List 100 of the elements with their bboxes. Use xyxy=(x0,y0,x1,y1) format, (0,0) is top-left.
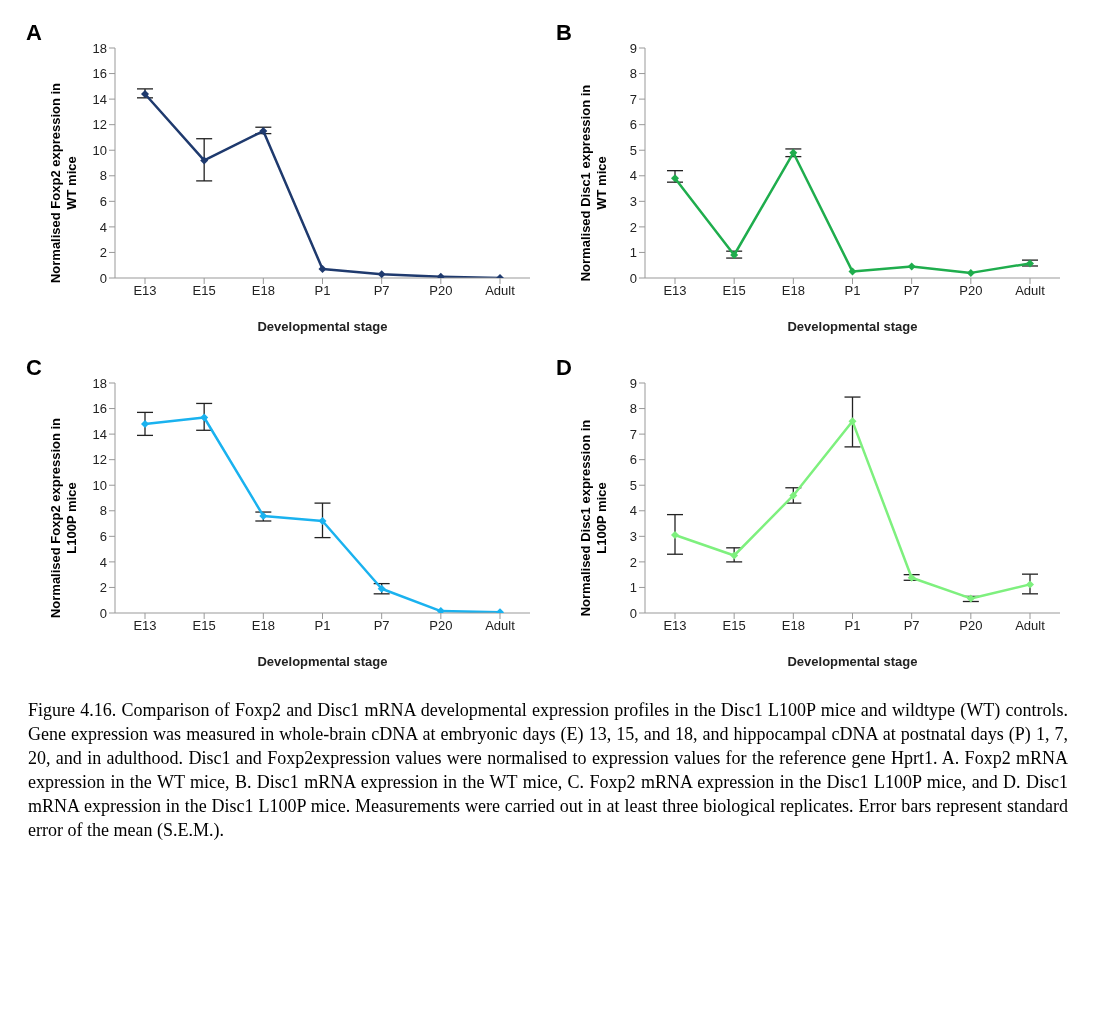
point xyxy=(259,511,268,520)
y-tick-label: 7 xyxy=(629,91,637,107)
x-tick-label: P20 xyxy=(429,283,453,299)
y-tick-label: 10 xyxy=(92,477,107,493)
y-tick-label: 3 xyxy=(629,193,637,209)
y-tick-label: 16 xyxy=(92,66,107,82)
point xyxy=(907,573,916,582)
y-tick-label: 0 xyxy=(629,605,637,621)
y-tick-label: 14 xyxy=(92,426,107,442)
point xyxy=(789,491,798,500)
y-axis-title: Normalised Foxp2 expression in WT mice xyxy=(48,81,80,286)
x-tick-label: E13 xyxy=(663,283,687,299)
y-tick-label: 8 xyxy=(629,401,637,417)
y-tick-label: 7 xyxy=(629,426,637,442)
y-tick-label: 18 xyxy=(92,375,107,391)
y-axis-title: Normalised Disc1 expression in WT mice xyxy=(578,83,610,284)
x-tick-label: P1 xyxy=(844,618,861,634)
y-tick-label: 18 xyxy=(92,40,107,56)
point xyxy=(730,551,739,560)
x-tick-label: P7 xyxy=(903,618,920,634)
y-tick-label: 3 xyxy=(629,528,637,544)
point xyxy=(377,584,386,593)
point xyxy=(966,594,975,603)
y-tick-label: 0 xyxy=(99,270,107,286)
y-tick-label: 10 xyxy=(92,142,107,158)
caption: Figure 4.16. Comparison of Foxp2 and Disc1 mRNA developmental expression profiles in the Disc1 L100P mice and wildtype (WT) controls. Gene expression was measured in whole-brain cDNA at embryonic days (E) 13, 15, and 18, and hippocampal cDNA at postnatal days (P) 1, 7, 20, and in adulthood. Disc1 and Foxp2expression values were normalised to expression values for the reference gene Hprt1. A. Foxp2 mRNA expression in the WT mice, B. Disc1 mRNA expression in the WT mice, C. Foxp2 mRNA expression in the Disc1 L100P mice, and D. Disc1 mRNA expression in the Disc1 L100P mice. Measurements were carried out in at least three biological replicates. Error bars represent standard error of the mean (S.E.M.). xyxy=(28,699,1068,842)
point xyxy=(848,417,857,426)
x-tick-label: P1 xyxy=(844,283,861,299)
x-tick-label: P1 xyxy=(314,283,331,299)
y-tick-label: 6 xyxy=(99,528,107,544)
x-tick-label: Adult xyxy=(1015,283,1046,299)
y-tick-label: 1 xyxy=(629,580,637,596)
point xyxy=(141,419,149,428)
y-axis-title: Normalised Foxp2 expression in L100P mice xyxy=(48,416,80,621)
x-tick-label: E13 xyxy=(133,283,157,299)
point xyxy=(1026,580,1034,589)
x-tick-label: E18 xyxy=(781,618,805,634)
x-axis-title: Developmental stage xyxy=(257,319,388,334)
x-tick-label: E18 xyxy=(781,283,805,299)
y-tick-label: 2 xyxy=(629,219,637,235)
x-tick-label: P20 xyxy=(959,283,983,299)
x-tick-label: Adult xyxy=(485,618,516,634)
y-tick-label: 8 xyxy=(99,503,107,519)
y-tick-label: 9 xyxy=(629,40,637,56)
y-tick-label: 8 xyxy=(99,168,107,184)
y-tick-label: 0 xyxy=(99,605,107,621)
y-tick-label: 5 xyxy=(629,477,637,493)
y-tick-label: 4 xyxy=(99,219,107,235)
x-tick-label: P7 xyxy=(373,283,390,299)
y-tick-label: 14 xyxy=(92,91,107,107)
point xyxy=(848,267,857,276)
point xyxy=(730,251,739,259)
point xyxy=(907,262,916,271)
x-axis-title: Developmental stage xyxy=(787,654,918,669)
x-tick-label: E18 xyxy=(251,283,275,299)
y-tick-label: 5 xyxy=(629,142,637,158)
y-tick-label: 12 xyxy=(92,117,107,133)
x-tick-label: E18 xyxy=(251,618,275,634)
y-tick-label: 1 xyxy=(629,245,637,261)
x-tick-label: E15 xyxy=(722,283,746,299)
x-tick-label: P7 xyxy=(373,618,390,634)
x-tick-label: E13 xyxy=(133,618,157,634)
chart-title: D xyxy=(556,355,572,381)
y-tick-label: 2 xyxy=(629,554,637,570)
x-tick-label: P20 xyxy=(429,618,453,634)
x-tick-label: E13 xyxy=(663,618,687,634)
x-tick-label: Adult xyxy=(1015,618,1046,634)
y-tick-label: 6 xyxy=(629,452,637,468)
chart-title: B xyxy=(556,20,572,46)
y-tick-label: 6 xyxy=(99,193,107,209)
y-tick-label: 4 xyxy=(629,168,637,184)
x-tick-label: Adult xyxy=(485,283,516,299)
y-tick-label: 0 xyxy=(629,270,637,286)
point xyxy=(671,174,679,183)
point xyxy=(789,148,798,157)
x-axis-title: Developmental stage xyxy=(787,319,918,334)
y-tick-label: 4 xyxy=(99,554,107,570)
point xyxy=(200,156,209,165)
x-tick-label: P1 xyxy=(314,618,331,634)
y-tick-label: 9 xyxy=(629,375,637,391)
x-tick-label: E15 xyxy=(192,283,216,299)
y-axis-title: Normalised Disc1 expression in L100P mice xyxy=(578,418,610,619)
chart-title: A xyxy=(26,20,42,46)
point xyxy=(259,127,268,136)
x-tick-label: P7 xyxy=(903,283,920,299)
y-tick-label: 6 xyxy=(629,117,637,133)
point xyxy=(318,265,327,274)
point xyxy=(671,531,679,540)
y-tick-label: 16 xyxy=(92,401,107,417)
y-tick-label: 2 xyxy=(99,245,107,261)
y-tick-label: 8 xyxy=(629,66,637,82)
point xyxy=(966,268,975,277)
point xyxy=(200,413,209,422)
y-tick-label: 4 xyxy=(629,503,637,519)
x-axis-title: Developmental stage xyxy=(257,654,388,669)
y-tick-label: 2 xyxy=(99,580,107,596)
point xyxy=(377,270,386,278)
x-tick-label: E15 xyxy=(192,618,216,634)
point xyxy=(318,517,327,525)
y-tick-label: 12 xyxy=(92,452,107,468)
